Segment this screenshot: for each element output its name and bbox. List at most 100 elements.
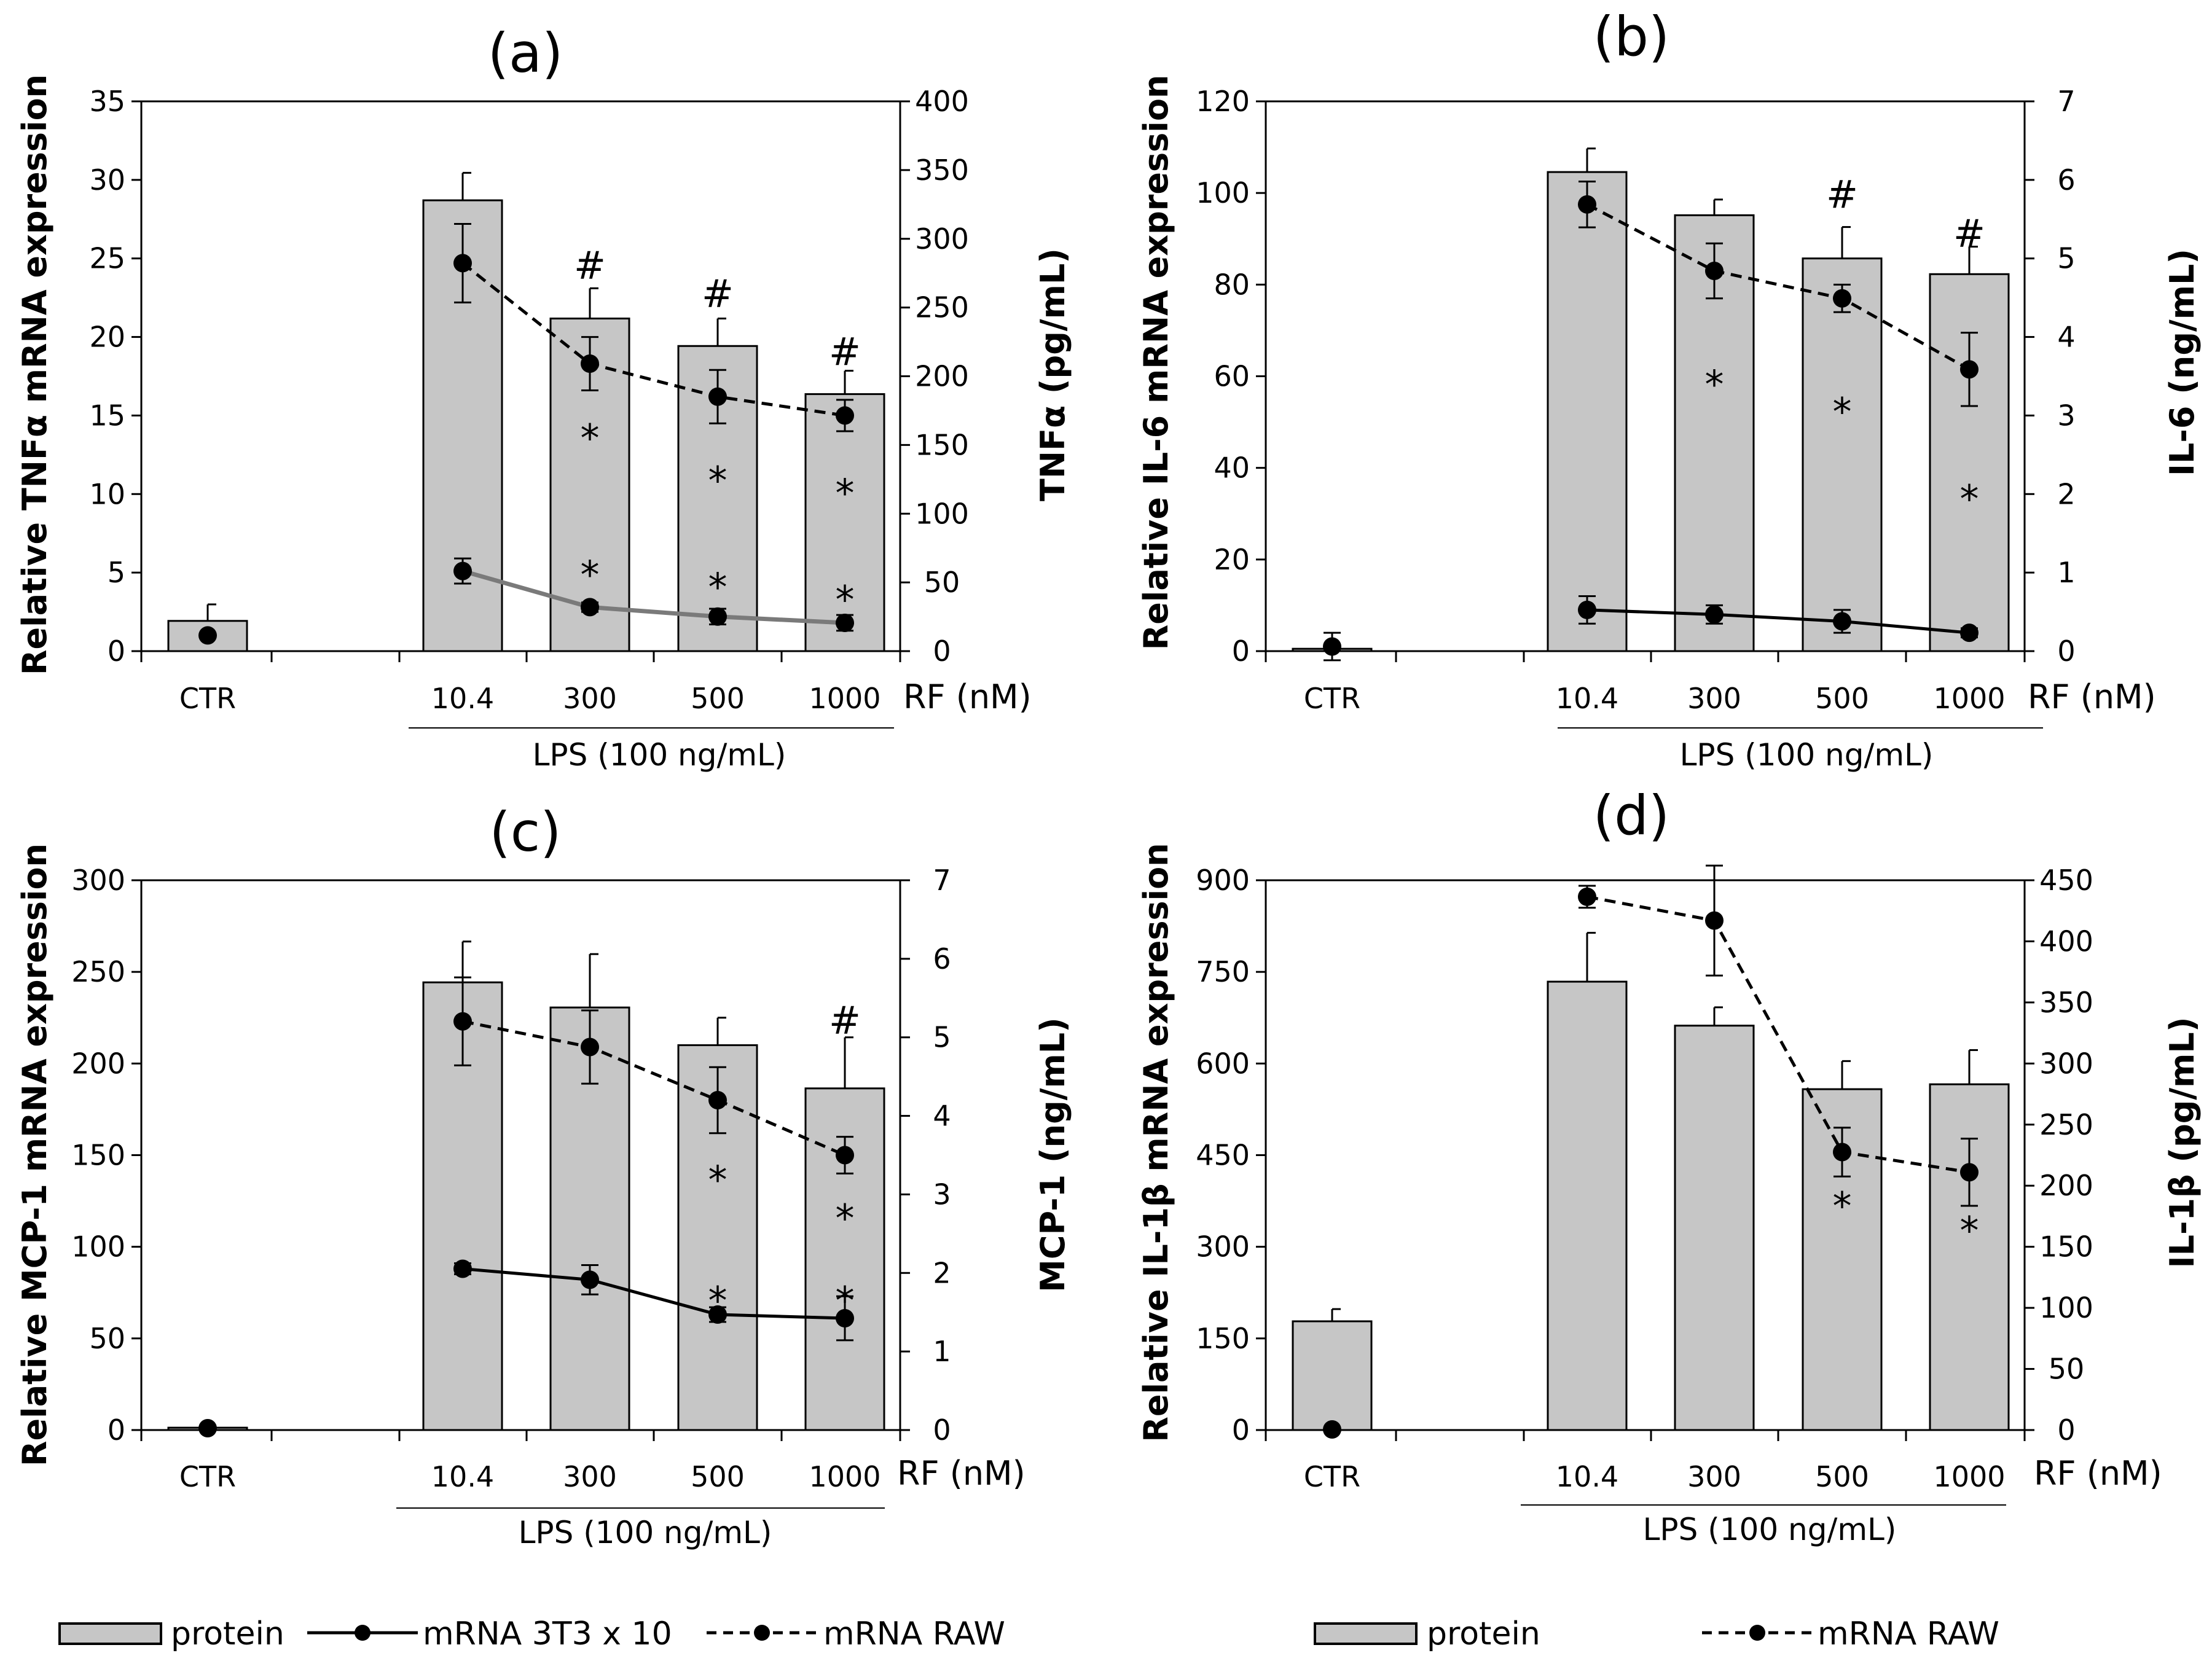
point-mrna-raw (1705, 911, 1724, 930)
y-tick-label-left: 300 (71, 864, 125, 897)
y-tick-label-right: 0 (2057, 635, 2075, 668)
legend-label-dashed: mRNA RAW (1818, 1616, 1999, 1652)
legend-label-protein: protein (1427, 1616, 1540, 1652)
y-tick-label-right: 4 (2057, 321, 2075, 354)
x-axis-unit-label: RF (nM) (2034, 1454, 2162, 1493)
bar-protein (1547, 980, 1628, 1431)
y-tick-label-left: 450 (1196, 1139, 1250, 1172)
significance-asterisk: * (708, 458, 728, 503)
y-tick-label-right: 350 (915, 154, 969, 187)
legend-marker-dashed (1749, 1625, 1765, 1641)
y-tick-label-right: 0 (933, 635, 951, 668)
point-mrna-3t3 (1578, 600, 1596, 619)
y-tick-label-right: 150 (2039, 1230, 2093, 1264)
legend-swatch-protein (1314, 1622, 1418, 1645)
y-tick-label-left: 40 (1214, 451, 1250, 485)
panel-c: (c) Relative MCP-1 mRNA expression MCP-1… (15, 800, 1072, 1550)
point-mrna-3t3 (1833, 612, 1851, 631)
bar-protein (1802, 257, 1883, 652)
point-mrna-3t3 (581, 598, 599, 617)
panel-title: (d) (1593, 784, 1670, 847)
x-tick-label: 500 (691, 1460, 745, 1493)
plot-area: 0 50 100 150 200 250 300 0 1 2 3 4 5 6 7 CTR 10.4 300 500 1… (71, 864, 951, 1509)
plot-frame (1265, 879, 2026, 1431)
treatment-group-label: LPS (100 ng/mL) (1643, 1512, 1897, 1547)
y-tick-label-left: 0 (1232, 1413, 1250, 1447)
y-tick-label-right: 350 (2039, 986, 2093, 1019)
point-mrna-raw (708, 1091, 727, 1109)
plot-frame (140, 879, 901, 1431)
y-tick-label-right: 200 (2039, 1169, 2093, 1202)
y-tick-label-left: 300 (1196, 1230, 1250, 1264)
y-axis-label-left: Relative MCP-1 mRNA expression (15, 843, 54, 1466)
bar-protein (1929, 1083, 2010, 1431)
y-tick-label-right: 7 (933, 864, 951, 897)
significance-hash: # (702, 272, 734, 316)
y-tick-label-right: 400 (2039, 924, 2093, 958)
series-line-mrna-3t3 (1586, 608, 1970, 635)
y-tick-label-right: 2 (2057, 477, 2075, 510)
x-tick-label: 300 (563, 682, 617, 715)
y-tick-label-left: 80 (1214, 268, 1250, 301)
y-tick-label-left: 150 (71, 1139, 125, 1172)
y-axis-label-right: IL-6 (ng/mL) (2163, 249, 2202, 476)
y-tick-label-left: 120 (1196, 85, 1250, 118)
y-tick-label-right: 0 (933, 1413, 951, 1447)
legend-marker-solid (355, 1625, 371, 1641)
y-tick-label-right: 450 (2039, 864, 2093, 897)
x-tick-label: 1000 (809, 682, 880, 715)
point-mrna-3t3 (708, 607, 727, 626)
point-mrna-3t3 (1960, 623, 1979, 643)
y-tick-label-left: 0 (108, 1413, 125, 1447)
y-tick-label-right: 300 (2039, 1047, 2093, 1080)
y-tick-label-left: 150 (1196, 1322, 1250, 1355)
x-tick-label: 1000 (1933, 682, 2005, 715)
point-mrna-raw (1960, 1163, 1979, 1182)
y-tick-label-left: 900 (1196, 864, 1250, 897)
y-tick-label-right: 100 (2039, 1291, 2093, 1324)
panel-d: (d) Relative IL-1β mRNA expression IL-1β… (1137, 784, 2202, 1547)
y-tick-label-left: 600 (1196, 1047, 1250, 1080)
point-mrna-3t3 (198, 1419, 217, 1438)
point-mrna-3t3 (708, 1305, 727, 1324)
x-tick-label: 10.4 (431, 682, 494, 715)
y-tick-label-left: 0 (108, 635, 125, 668)
point-mrna-3t3 (1323, 637, 1341, 656)
plot-frame (140, 100, 901, 652)
point-mrna-raw (708, 387, 727, 406)
series-line-mrna-raw (1586, 203, 1971, 371)
x-tick-label: CTR (179, 682, 236, 715)
significance-asterisk: * (581, 552, 600, 597)
legend-right: protein mRNA RAW (1314, 1616, 1999, 1652)
x-tick-label: 300 (1687, 1460, 1741, 1493)
significance-asterisk: * (836, 1196, 855, 1241)
point-mrna-raw (836, 1146, 854, 1165)
point-mrna-raw (836, 406, 854, 425)
y-tick-label-right: 50 (924, 566, 960, 599)
significance-hash: # (829, 998, 861, 1043)
y-tick-label-right: 150 (915, 428, 969, 461)
y-axis-label-right: TNFα (pg/mL) (1033, 248, 1072, 501)
y-tick-label-left: 5 (108, 556, 125, 589)
y-tick-label-left: 35 (89, 85, 125, 118)
x-tick-label: 10.4 (1556, 1460, 1618, 1493)
y-tick-label-right: 1 (933, 1335, 951, 1368)
treatment-group-label: LPS (100 ng/mL) (519, 1515, 772, 1550)
legend-left: protein mRNA 3T3 x 10 mRNA RAW (58, 1616, 1005, 1652)
y-tick-label-left: 50 (89, 1322, 125, 1355)
x-tick-label: 300 (563, 1460, 617, 1493)
point-mrna-raw (1833, 1143, 1851, 1162)
x-tick-label: 500 (1815, 1460, 1869, 1493)
series-line-mrna-raw (462, 1020, 845, 1157)
panel-b: (b) Relative IL-6 mRNA expression IL-6 (… (1137, 5, 2202, 773)
point-mrna-raw (1960, 360, 1979, 379)
y-tick-label-left: 20 (89, 321, 125, 354)
y-tick-label-left: 250 (71, 955, 125, 988)
y-tick-label-right: 3 (2057, 399, 2075, 432)
point-mrna-raw (581, 1038, 599, 1057)
point-mrna-3t3 (453, 1259, 472, 1278)
y-tick-label-left: 25 (89, 242, 125, 275)
x-axis-unit-label: RF (nM) (2028, 678, 2156, 716)
significance-asterisk: * (1960, 477, 1979, 522)
significance-asterisk: * (708, 1278, 728, 1323)
